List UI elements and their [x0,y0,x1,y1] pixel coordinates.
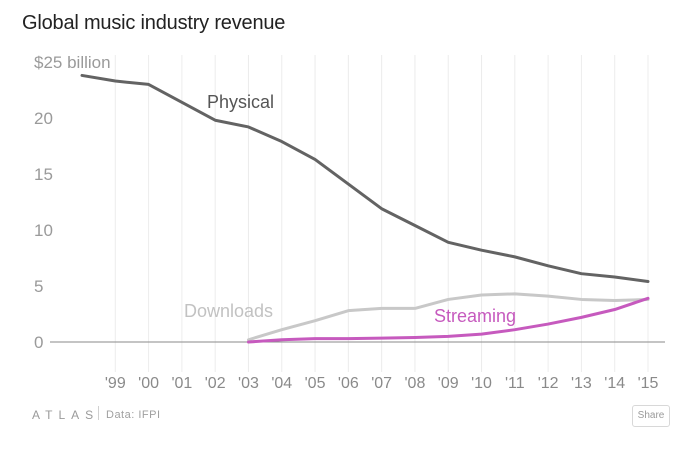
x-tick-label: '13 [571,375,592,392]
y-tick-label: 0 [34,333,43,352]
x-tick-label: '00 [138,375,159,392]
series-label-physical: Physical [207,92,274,112]
y-tick-label: $25 billion [34,53,111,72]
series-lines [80,73,650,344]
x-tick-label: '15 [638,375,659,392]
y-tick-label: 10 [34,221,53,240]
series-label-downloads: Downloads [184,301,273,321]
share-button[interactable]: Share [632,405,670,427]
grid-lines [114,55,649,372]
data-source: Data: IFPI [106,409,161,421]
x-tick-label: '06 [338,375,359,392]
y-tick-label: 15 [34,165,53,184]
chart-title: Global music industry revenue [22,12,286,34]
x-axis-ticks: '99 '00 '01 '02 '03 '04 '05 '06 '07 '08 '09 '10 '11 '… [105,375,659,392]
x-tick-label: '99 [105,375,126,392]
x-tick-label: '03 [238,375,259,392]
x-tick-label: '14 [604,375,625,392]
atlas-logo[interactable]: ATLAS [32,408,99,422]
x-tick-label: '09 [438,375,459,392]
x-tick-label: '07 [371,375,392,392]
y-axis-ticks: 0 5 10 15 20 $25 billion [34,53,111,352]
series-line-physical [80,73,650,284]
x-tick-label: '01 [171,375,192,392]
series-line-streaming [246,296,650,344]
series-line-downloads [246,292,650,342]
y-tick-label: 5 [34,277,43,296]
line-chart: 0 5 10 15 20 $25 billion '99 '00 '01 '02 '03 '04 '0… [34,53,665,392]
series-annotations: Physical Downloads Streaming [184,92,516,326]
y-tick-label: 20 [34,109,53,128]
x-tick-label: '08 [405,375,426,392]
x-tick-label: '10 [471,375,492,392]
x-tick-label: '05 [305,375,326,392]
x-tick-label: '04 [271,375,292,392]
x-tick-label: '12 [538,375,559,392]
x-tick-label: '02 [205,375,226,392]
footer-divider [98,406,99,420]
series-label-streaming: Streaming [434,306,516,326]
brand-text: ATLAS [32,408,100,422]
x-tick-label: '11 [505,375,525,392]
